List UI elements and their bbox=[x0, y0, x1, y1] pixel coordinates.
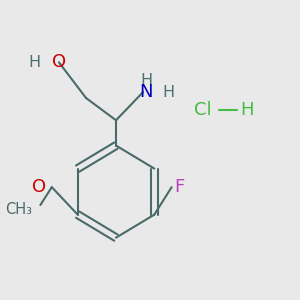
Text: Cl: Cl bbox=[194, 101, 211, 119]
Text: F: F bbox=[175, 178, 185, 196]
Text: O: O bbox=[32, 178, 46, 196]
Text: H: H bbox=[163, 85, 175, 100]
Text: H: H bbox=[240, 101, 253, 119]
Text: H: H bbox=[140, 73, 152, 88]
Text: CH₃: CH₃ bbox=[5, 202, 32, 217]
Text: N: N bbox=[139, 83, 153, 101]
Text: O: O bbox=[52, 53, 66, 71]
Text: H: H bbox=[28, 55, 40, 70]
